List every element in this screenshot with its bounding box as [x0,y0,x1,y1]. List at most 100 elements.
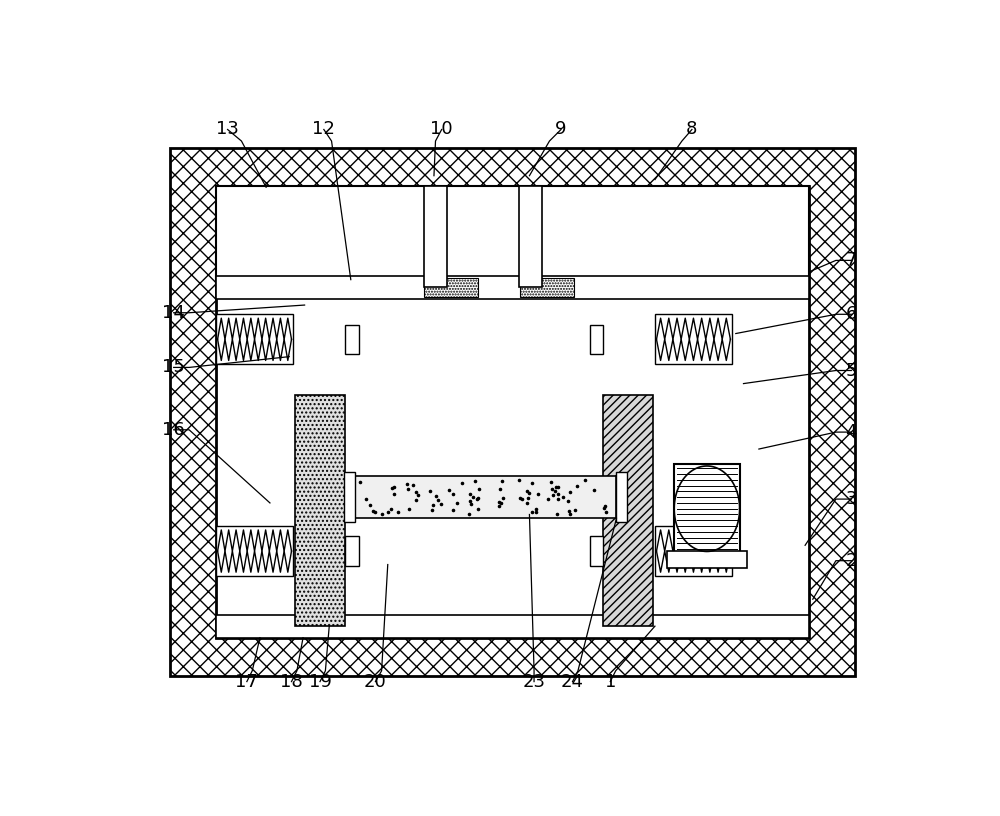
Point [545,488,561,501]
Bar [424,278,478,296]
Point [524,505,540,518]
Point [386,487,402,500]
Text: 20: 20 [364,672,387,690]
Point [544,482,560,495]
Text: 5: 5 [846,361,857,379]
Bar [344,472,355,522]
Bar [216,187,809,637]
Text: 8: 8 [686,121,698,139]
Point [597,499,613,512]
Bar [216,314,293,364]
Bar [424,187,447,287]
Point [528,503,544,516]
Point [365,505,381,518]
Point [430,494,446,507]
Point [462,494,478,507]
Point [367,506,383,519]
Point [471,483,487,496]
Bar [345,325,359,354]
Point [400,483,416,496]
Point [470,503,486,516]
Text: 18: 18 [280,672,303,690]
Bar [216,526,293,576]
Point [514,493,530,506]
Point [569,479,585,492]
Bar [345,536,359,565]
Bar [655,314,732,364]
Point [380,506,396,519]
Point [462,488,478,501]
Point [550,481,566,494]
Point [445,503,461,517]
Point [425,499,441,512]
Point [519,496,535,509]
Point [493,497,509,510]
Point [465,490,481,503]
Point [492,482,508,495]
Text: 23: 23 [523,672,546,690]
Bar [590,325,603,354]
Point [495,491,511,504]
Bar [674,464,740,553]
Point [467,474,483,487]
Bar [216,276,809,299]
Point [463,498,479,511]
Point [491,499,507,512]
Point [399,477,415,490]
Text: 15: 15 [162,358,185,376]
Bar [666,552,747,569]
Text: 7: 7 [846,251,857,269]
Point [562,508,578,521]
Text: 17: 17 [235,672,258,690]
Bar [603,395,653,626]
Text: 4: 4 [846,424,857,441]
Bar [519,187,542,287]
Bar [655,526,732,576]
Point [550,488,566,501]
Text: 10: 10 [430,121,453,139]
Text: 13: 13 [216,121,239,139]
Point [386,481,402,494]
Point [384,481,400,494]
Point [441,483,457,496]
Point [567,503,583,517]
Point [422,485,438,498]
Point [461,508,477,521]
Point [390,505,406,518]
Point [454,477,470,490]
Point [362,499,378,512]
Point [445,488,461,501]
Point [410,489,426,502]
Point [561,504,577,517]
Text: 12: 12 [312,121,335,139]
Point [549,508,565,521]
Point [521,486,537,499]
Point [449,497,465,510]
Point [540,492,556,505]
Point [555,491,571,504]
Text: 1: 1 [605,672,616,690]
Bar [616,472,627,522]
Point [352,475,368,488]
Bar [355,476,616,518]
Point [470,491,486,504]
Point [548,481,564,494]
Text: 2: 2 [846,552,857,570]
Point [494,475,510,488]
Point [469,493,485,506]
Text: 3: 3 [846,490,857,508]
Point [560,495,576,508]
Point [358,493,374,506]
Point [543,476,559,489]
Point [519,485,535,498]
Point [408,493,424,506]
Bar [216,187,809,287]
Text: 14: 14 [162,304,185,322]
Point [405,479,421,492]
Point [511,474,527,487]
Point [428,490,444,503]
Point [401,503,417,516]
Point [491,495,507,508]
Point [424,503,440,517]
Point [530,487,546,500]
